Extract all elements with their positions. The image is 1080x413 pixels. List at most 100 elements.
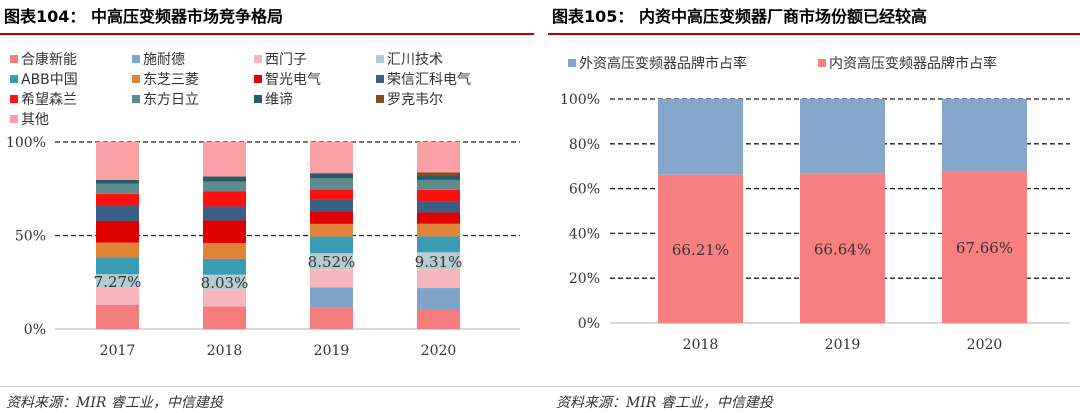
legend-swatch — [10, 75, 18, 83]
bar-segment — [96, 179, 139, 184]
legend-label: 东芝三菱 — [143, 72, 199, 88]
bar-segment — [417, 269, 460, 289]
bar-segment — [417, 308, 460, 329]
bar-segment — [310, 211, 353, 224]
bar-segment — [203, 191, 246, 207]
legend-swatch — [254, 55, 262, 63]
legend-swatch — [10, 95, 18, 103]
legend-swatch — [132, 95, 140, 103]
bar-segment — [96, 206, 139, 221]
bar-segment — [203, 181, 246, 192]
bar-segment — [417, 142, 460, 173]
data-label: 67.66% — [956, 239, 1013, 257]
x-tick-label: 2020 — [967, 337, 1003, 353]
legend-label: 荣信汇科电气 — [387, 72, 471, 88]
bar-segment — [96, 183, 139, 194]
bar-segment — [310, 269, 353, 288]
bar-segment — [310, 189, 353, 200]
right-source: 资料来源：MIR 睿工业，中信建投 — [556, 395, 773, 411]
bar-segment — [310, 199, 353, 212]
legend-label: 智光电气 — [265, 72, 321, 88]
bar-segment — [310, 236, 353, 254]
legend-item: 外资高压变频器品牌市占率 — [568, 53, 747, 73]
bar-segment — [96, 242, 139, 258]
x-tick-label: 2019 — [314, 343, 350, 359]
data-label: 8.52% — [308, 253, 356, 271]
legend-item: ABB中国 — [10, 69, 78, 89]
y-tick-label: 0% — [578, 316, 600, 332]
legend-swatch — [132, 75, 140, 83]
y-tick-label: 50% — [15, 229, 46, 245]
right-chart-title: 图表105： 内资中高压变频器厂商市场份额已经较高 — [548, 3, 1080, 35]
bar-segment — [417, 288, 460, 309]
bar-segment — [417, 179, 460, 190]
bar-segment — [417, 176, 460, 180]
y-tick-label: 100% — [6, 135, 46, 151]
footer-divider — [0, 386, 1080, 387]
bar-segment — [310, 173, 353, 179]
data-label: 7.27% — [94, 273, 142, 291]
bar-segment — [203, 242, 246, 259]
y-tick-label: 60% — [569, 182, 600, 198]
legend-label: ABB中国 — [21, 72, 78, 88]
bar-segment — [96, 287, 139, 305]
legend-swatch — [568, 59, 576, 67]
legend-label: 其他 — [21, 112, 49, 128]
y-tick-label: 80% — [569, 137, 600, 153]
bar-segment — [942, 171, 1027, 323]
x-tick-label: 2019 — [825, 337, 861, 353]
legend-item: 东芝三菱 — [132, 69, 199, 89]
legend-swatch — [818, 59, 826, 67]
legend-label: 罗克韦尔 — [387, 92, 443, 108]
bar-segment — [203, 176, 246, 182]
bar-segment — [417, 212, 460, 224]
bar-segment — [203, 142, 246, 177]
bar-segment — [310, 178, 353, 190]
x-tick-label: 2018 — [207, 343, 243, 359]
legend-swatch — [10, 115, 18, 123]
legend-item: 东方日立 — [132, 89, 199, 109]
legend-item: 希望森兰 — [10, 89, 77, 109]
legend-swatch — [376, 95, 384, 103]
right-stacked-bar-chart: 0% 20% 40% 60% 80% 100% 66.21% 2018 66.64% 2019 67… — [560, 92, 1070, 353]
legend-item: 荣信汇科电气 — [376, 69, 471, 89]
x-tick-label: 2018 — [683, 337, 719, 353]
bar-segment — [417, 236, 460, 253]
legend-label: 东方日立 — [143, 92, 199, 108]
legend-swatch — [132, 55, 140, 63]
legend-label: 外资高压变频器品牌市占率 — [579, 56, 747, 72]
bar-segment — [800, 173, 885, 323]
legend-item: 其他 — [10, 109, 49, 129]
legend-label: 内资高压变频器品牌市占率 — [829, 56, 997, 72]
legend-label: 施耐德 — [143, 52, 185, 68]
bar-segment — [96, 220, 139, 243]
bar-segment — [203, 306, 246, 329]
x-tick-label: 2017 — [100, 343, 136, 359]
legend-label: 汇川技术 — [387, 52, 443, 68]
legend-label: 西门子 — [265, 52, 307, 68]
legend-item: 汇川技术 — [376, 49, 443, 69]
legend-label: 希望森兰 — [21, 92, 77, 108]
bar-segment — [96, 304, 139, 329]
bar-segment — [203, 220, 246, 243]
legend-swatch — [376, 75, 384, 83]
bar-segment — [310, 287, 353, 308]
left-source: 资料来源：MIR 睿工业，中信建投 — [6, 395, 223, 411]
left-chart-title: 图表104： 中高压变频器市场竞争格局 — [0, 3, 534, 35]
bar-segment — [96, 274, 139, 288]
bar-segment — [417, 189, 460, 202]
left-stacked-bar-chart: 0% 50% 100% 7.27% 2017 8.03% 2018 8.52% 2019 9.31… — [6, 135, 520, 359]
bar-segment — [310, 223, 353, 237]
data-label: 8.03% — [201, 274, 249, 292]
legend-item: 智光电气 — [254, 69, 321, 89]
bar-segment — [417, 201, 460, 213]
bar-segment — [942, 99, 1027, 172]
bar-segment — [658, 174, 743, 323]
legend-item: 内资高压变频器品牌市占率 — [818, 53, 997, 73]
legend-swatch — [376, 55, 384, 63]
legend-item: 合康新能 — [10, 49, 77, 69]
legend-label: 维谛 — [265, 92, 293, 108]
bar-segment — [800, 99, 885, 174]
y-tick-label: 100% — [560, 92, 600, 108]
data-label: 66.21% — [672, 241, 729, 259]
